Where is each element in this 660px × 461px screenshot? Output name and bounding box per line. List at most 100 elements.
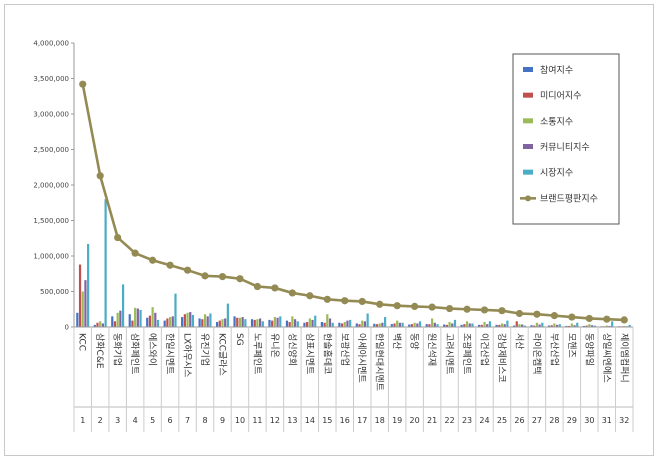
legend-swatch-marker bbox=[525, 195, 531, 202]
bar-시장지수 bbox=[244, 319, 247, 327]
x-category-label: 한일현대시멘트 bbox=[374, 333, 385, 391]
x-category-label: 동화기업 bbox=[112, 333, 123, 366]
bar-미디어지수 bbox=[445, 324, 448, 327]
line-point bbox=[463, 305, 471, 313]
bar-참여지수 bbox=[163, 320, 166, 327]
bar-시장지수 bbox=[366, 313, 369, 327]
bar-미디어지수 bbox=[236, 317, 239, 327]
line-point bbox=[585, 314, 593, 323]
x-category-label: 조광페인트 bbox=[461, 333, 473, 374]
line-point bbox=[201, 272, 209, 280]
x-category-label: 에스와이 bbox=[147, 333, 159, 366]
bar-미디어지수 bbox=[393, 323, 396, 327]
bar-참여지수 bbox=[495, 324, 498, 327]
x-category-label: 유진기업 bbox=[199, 333, 210, 366]
bar-참여지수 bbox=[198, 318, 201, 327]
bar-소통지수 bbox=[588, 324, 591, 327]
bar-미디어지수 bbox=[271, 320, 274, 327]
line-series-group bbox=[79, 80, 628, 324]
y-tick-label: 3,500,000 bbox=[33, 75, 69, 83]
bar-참여지수 bbox=[250, 319, 254, 327]
bar-커뮤니티지수 bbox=[136, 308, 139, 327]
legend-label: 브랜드평판지수 bbox=[540, 193, 598, 204]
x-rank-label: 7 bbox=[185, 416, 190, 425]
x-rank-label: 23 bbox=[462, 416, 472, 425]
x-rank-label: 32 bbox=[619, 416, 629, 425]
line-point bbox=[411, 302, 419, 311]
bar-소통지수 bbox=[221, 319, 224, 327]
bar-소통지수 bbox=[623, 325, 626, 327]
bar-소통지수 bbox=[151, 307, 154, 327]
bar-미디어지수 bbox=[568, 325, 571, 327]
line-point bbox=[271, 284, 279, 292]
legend-label: 시장지수 bbox=[540, 168, 573, 179]
bar-참여지수 bbox=[460, 324, 463, 327]
bar-미디어지수 bbox=[410, 324, 414, 327]
bar-미디어지수 bbox=[375, 324, 379, 327]
legend-box bbox=[512, 53, 620, 225]
x-rank-label: 27 bbox=[532, 416, 542, 425]
bar-커뮤니티지수 bbox=[293, 319, 297, 327]
bar-소통지수 bbox=[203, 314, 207, 327]
bar-커뮤니티지수 bbox=[468, 323, 471, 327]
line-point bbox=[428, 303, 436, 311]
x-rank-label: 31 bbox=[602, 416, 612, 425]
bar-미디어지수 bbox=[550, 325, 553, 327]
x-rank-label: 3 bbox=[115, 416, 120, 425]
bar-시장지수 bbox=[628, 324, 631, 327]
x-category-label: 노루페인트 bbox=[251, 333, 262, 374]
brand-reputation-chart: 0 500,000 1,000,000 1,500,000 2,000,000 2,500… bbox=[33, 40, 634, 432]
bar-커뮤니티지수 bbox=[381, 322, 384, 327]
bar-시장지수 bbox=[436, 324, 439, 327]
bar-커뮤니티지수 bbox=[154, 312, 157, 327]
line-point bbox=[183, 266, 192, 274]
bar-참여지수 bbox=[285, 320, 289, 327]
bar-소통지수 bbox=[326, 314, 329, 327]
x-rank-label: 17 bbox=[357, 416, 367, 425]
line-point bbox=[166, 261, 174, 269]
x-category-label: 성신양회 bbox=[286, 333, 297, 366]
legend-label: 커뮤니티지수 bbox=[540, 142, 590, 153]
x-rank-label: 24 bbox=[479, 416, 489, 425]
x-rank-label: 30 bbox=[584, 416, 594, 425]
bar-참여지수 bbox=[268, 319, 271, 327]
bar-시장지수 bbox=[139, 309, 142, 327]
x-category-label: 보광산업 bbox=[339, 333, 351, 366]
bar-미디어지수 bbox=[288, 322, 291, 327]
x-category-label: LX하우시스 bbox=[182, 333, 193, 377]
bar-커뮤니티지수 bbox=[451, 323, 454, 327]
x-category-label: 유니온 bbox=[269, 333, 280, 358]
bar-참여지수 bbox=[478, 324, 481, 327]
bar-미디어지수 bbox=[78, 264, 82, 327]
bar-시장지수 bbox=[593, 325, 596, 327]
x-rank-label: 20 bbox=[410, 416, 420, 425]
bar-미디어지수 bbox=[253, 319, 256, 327]
bar-미디어지수 bbox=[428, 324, 431, 327]
bar-참여지수 bbox=[128, 314, 131, 327]
line-point bbox=[131, 249, 139, 257]
bar-커뮤니티지수 bbox=[84, 280, 87, 327]
bar-커뮤니티지수 bbox=[363, 321, 367, 327]
bar-커뮤니티지수 bbox=[590, 325, 594, 327]
bar-시장지수 bbox=[104, 199, 107, 327]
bar-미디어지수 bbox=[358, 324, 361, 327]
line-point bbox=[603, 315, 611, 323]
x-category-label: 벽산 bbox=[391, 333, 402, 350]
x-category-label: 부산산업 bbox=[548, 333, 559, 366]
bar-참여지수 bbox=[93, 324, 96, 327]
bar-미디어지수 bbox=[148, 315, 152, 327]
bar-참여지수 bbox=[530, 325, 533, 327]
x-category-label: 삼화페인트 bbox=[129, 333, 140, 374]
bar-커뮤니티지수 bbox=[311, 319, 314, 327]
line-point bbox=[341, 297, 349, 305]
bar-참여지수 bbox=[146, 317, 149, 327]
legend-swatch-시장지수 bbox=[523, 169, 533, 175]
x-category-label: 동양 bbox=[409, 333, 420, 350]
x-rank-label: 26 bbox=[514, 416, 524, 425]
line-point bbox=[550, 312, 558, 320]
bar-시장지수 bbox=[331, 322, 334, 327]
line-point bbox=[218, 272, 227, 281]
bar-미디어지수 bbox=[218, 320, 221, 327]
bar-소통지수 bbox=[273, 317, 276, 327]
bar-미디어지수 bbox=[201, 319, 204, 327]
